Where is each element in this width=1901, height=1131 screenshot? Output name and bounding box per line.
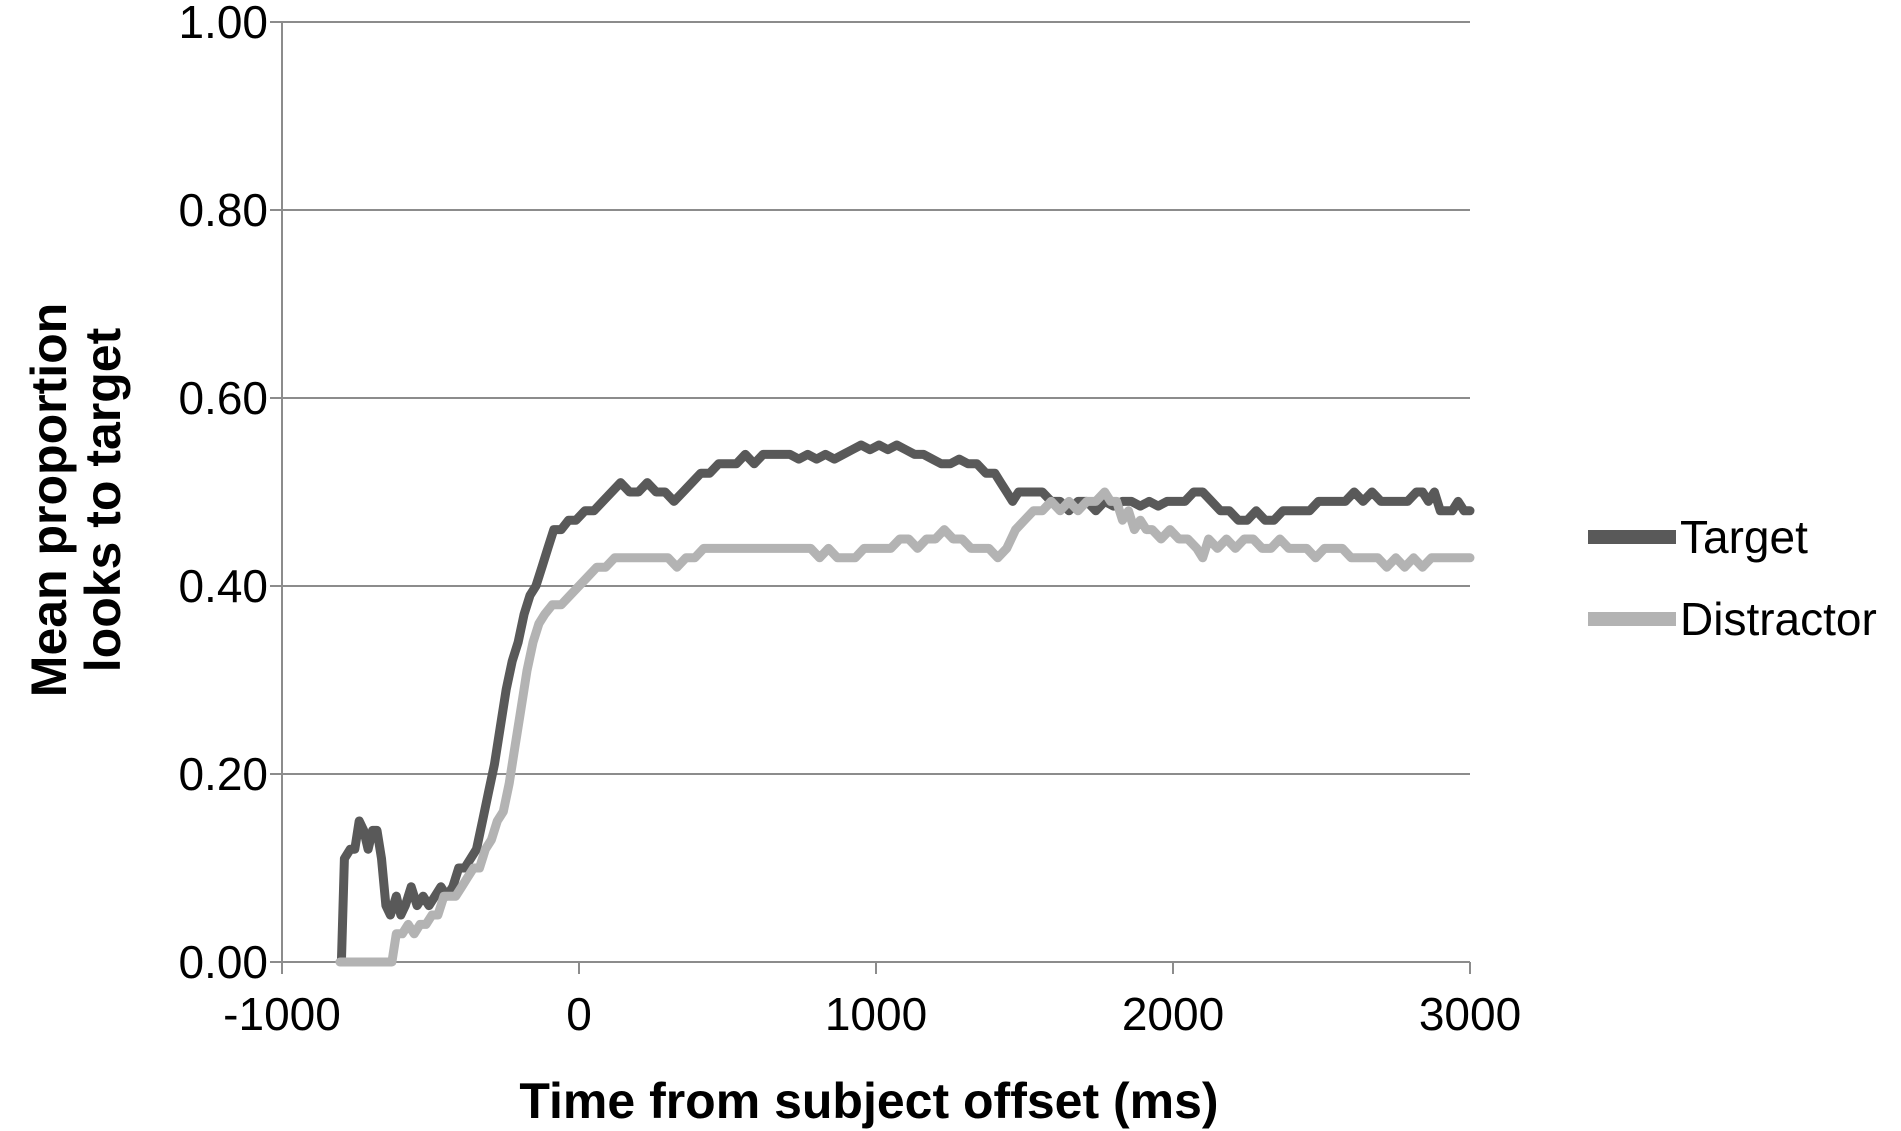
- y-tick-labels: 0.00 0.20 0.40 0.60 0.80 1.00: [178, 0, 268, 988]
- legend-label-target: Target: [1680, 511, 1808, 563]
- x-tick-label: -1000: [223, 988, 341, 1040]
- y-axis-title-line-1: Mean proportion: [21, 303, 77, 697]
- series-line-target: [336, 440, 1475, 967]
- x-tick-label: 2000: [1122, 988, 1224, 1040]
- x-axis-title: Time from subject offset (ms): [519, 1073, 1218, 1129]
- y-tick-label: 0.20: [178, 748, 268, 800]
- x-tick-labels: -1000 0 1000 2000 3000: [223, 988, 1521, 1040]
- gridlines: [282, 21, 1470, 775]
- y-tick-label: 0.40: [178, 560, 268, 612]
- x-tick-label: 3000: [1419, 988, 1521, 1040]
- series-line-distractor: [335, 487, 1475, 967]
- axes: [270, 21, 1471, 974]
- legend: Target Distractor: [1588, 511, 1877, 645]
- y-tick-label: 1.00: [178, 0, 268, 48]
- x-tick-label: 1000: [825, 988, 927, 1040]
- y-tick-label: 0.00: [178, 936, 268, 988]
- legend-label-distractor: Distractor: [1680, 593, 1877, 645]
- series-lines: [335, 440, 1475, 967]
- y-axis-title-line-2: looks to target: [75, 327, 131, 672]
- y-axis-title: Mean proportion looks to target: [21, 303, 131, 697]
- x-tick-label: 0: [566, 988, 592, 1040]
- y-tick-label: 0.80: [178, 184, 268, 236]
- y-tick-label: 0.60: [178, 372, 268, 424]
